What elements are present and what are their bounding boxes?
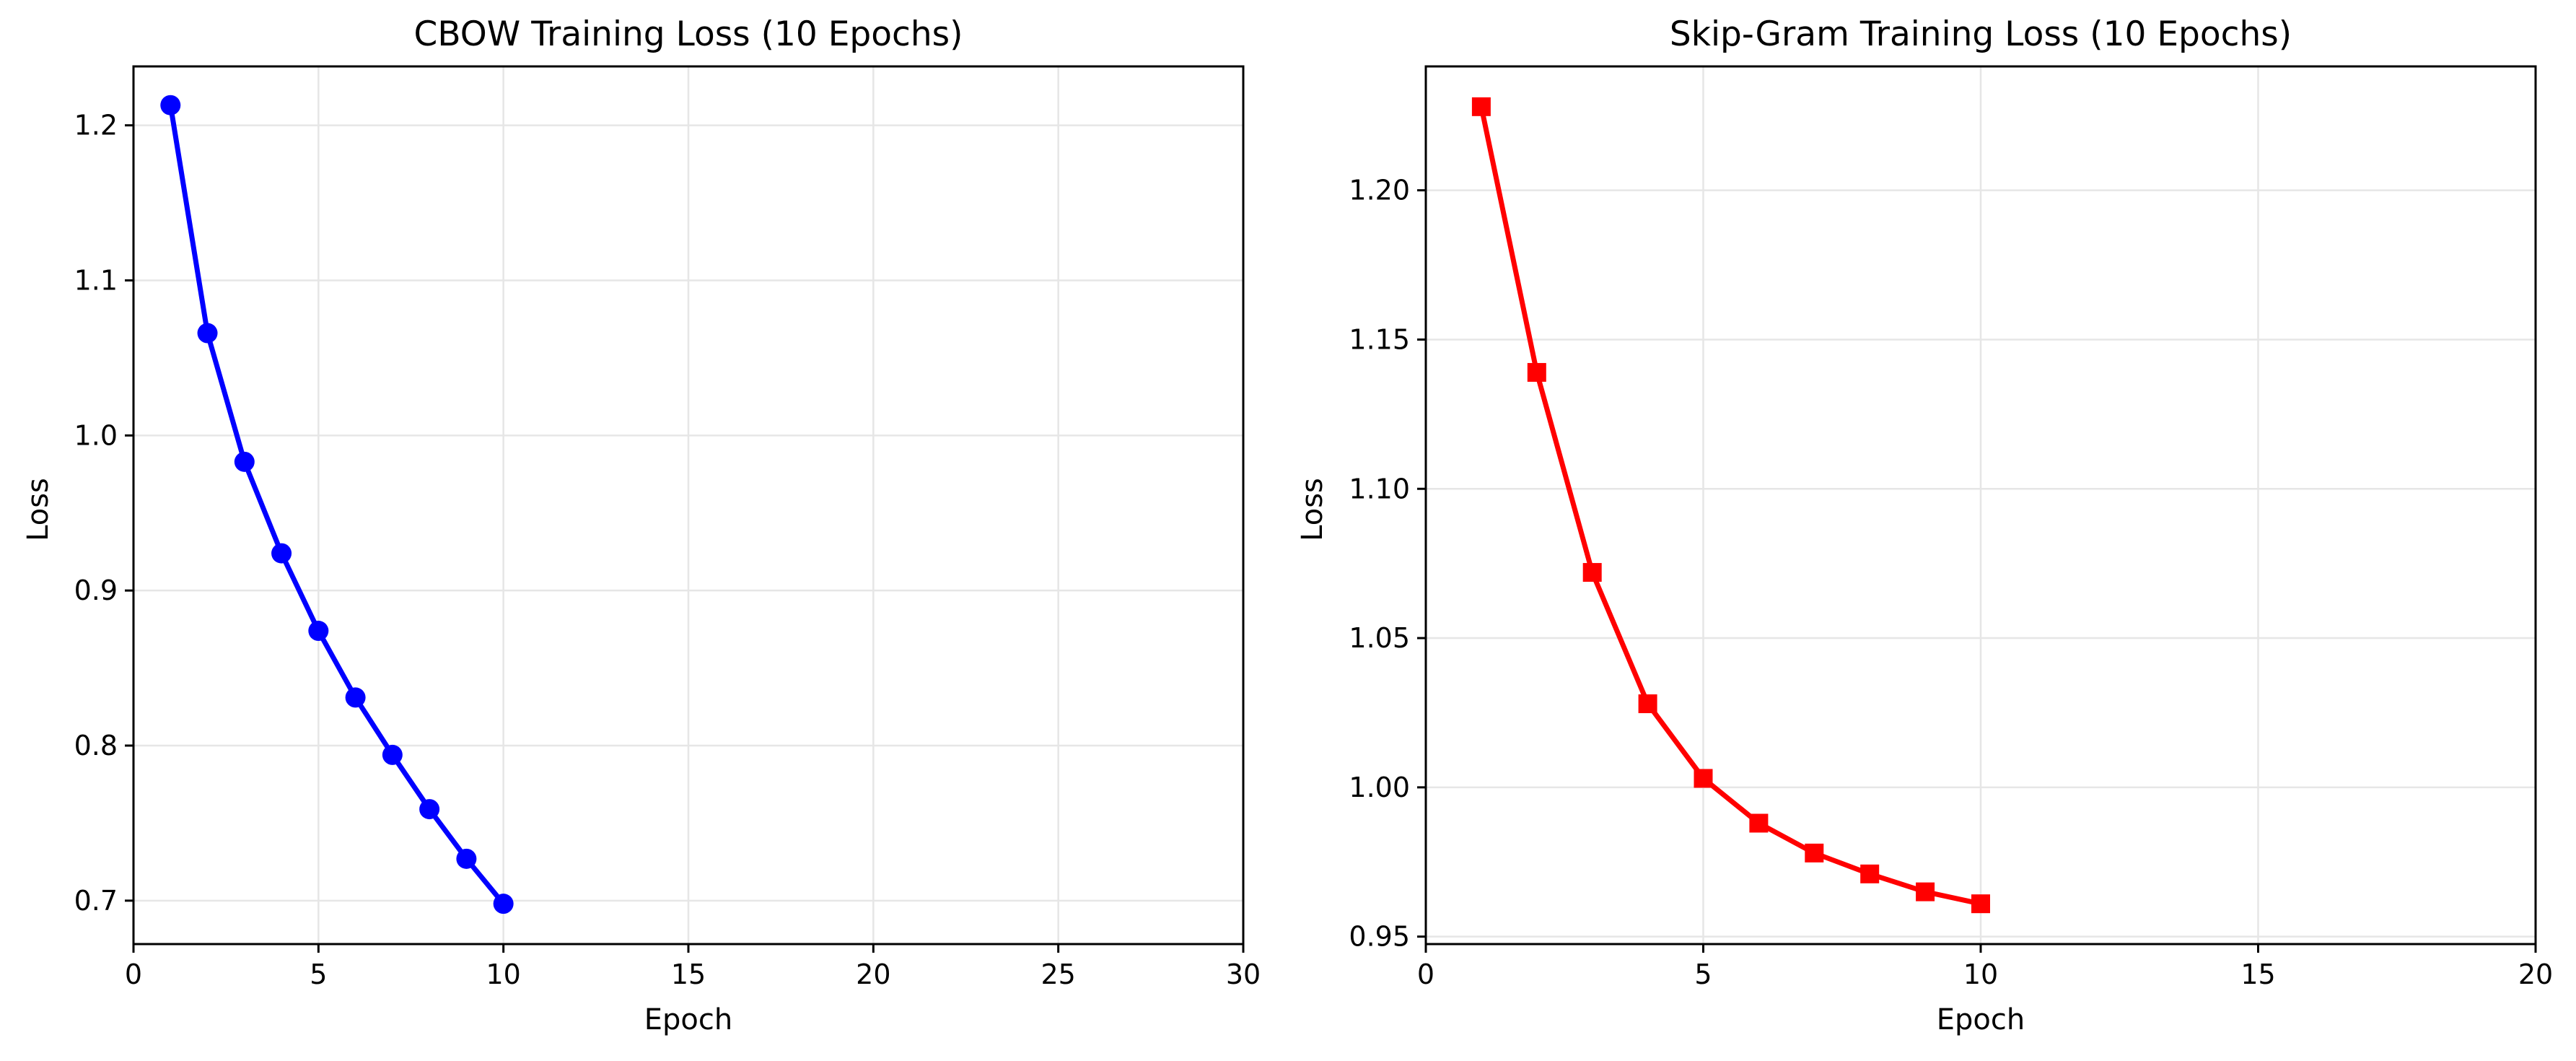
cbow-x-tick-label: 10 (486, 959, 520, 990)
skipgram-y-tick-label: 1.15 (1349, 323, 1410, 355)
cbow-data-point (271, 543, 292, 564)
skipgram-y-tick-label: 1.00 (1349, 772, 1410, 803)
skipgram-x-tick-label: 5 (1694, 959, 1712, 990)
skipgram-data-point (1749, 813, 1769, 833)
cbow-data-point (419, 799, 440, 820)
skipgram-y-tick-label: 1.20 (1349, 175, 1410, 206)
skipgram-data-point (1805, 843, 1824, 863)
skipgram-y-tick-label: 0.95 (1349, 921, 1410, 953)
skipgram-x-axis-label: Epoch (1937, 1003, 2025, 1036)
skipgram-data-point (1471, 97, 1491, 116)
skipgram-grid (1424, 66, 2537, 944)
cbow-data-point (308, 621, 329, 642)
skipgram-series (1471, 97, 1990, 914)
cbow-loss-panel: CBOW Training Loss (10 Epochs) Epoch Los… (22, 14, 1261, 1036)
skipgram-x-ticks: 0 5 10 15 20 (1417, 944, 2553, 990)
skipgram-x-tick-label: 20 (2518, 959, 2553, 990)
skipgram-x-tick-label: 0 (1417, 959, 1434, 990)
cbow-y-ticks: 0.7 0.8 0.9 1.0 1.1 1.2 (74, 110, 133, 917)
skipgram-data-point (1638, 694, 1657, 714)
skipgram-data-point (1916, 882, 1935, 901)
cbow-y-tick-label: 1.1 (74, 264, 118, 296)
cbow-x-tick-label: 30 (1226, 959, 1261, 990)
cbow-y-tick-label: 0.8 (74, 730, 118, 761)
skipgram-y-tick-label: 1.10 (1349, 473, 1410, 505)
cbow-data-point (382, 744, 403, 765)
skipgram-y-ticks: 0.95 1.00 1.05 1.10 1.15 1.20 (1349, 175, 1426, 953)
cbow-data-point (456, 848, 477, 869)
cbow-series (160, 95, 514, 914)
cbow-x-tick-label: 5 (310, 959, 327, 990)
cbow-y-tick-label: 0.7 (74, 885, 118, 917)
cbow-x-tick-label: 20 (856, 959, 890, 990)
skipgram-data-point (1860, 864, 1880, 883)
cbow-data-point (345, 687, 366, 708)
cbow-data-point (160, 95, 181, 115)
skipgram-y-axis-label: Loss (1296, 478, 1329, 541)
cbow-y-tick-label: 1.2 (74, 110, 118, 141)
cbow-data-point (234, 451, 255, 472)
cbow-grid (132, 66, 1245, 944)
skipgram-loss-panel: Skip-Gram Training Loss (10 Epochs) Epoc… (1296, 14, 2553, 1036)
cbow-x-axis-label: Epoch (644, 1003, 732, 1036)
skipgram-data-point (1582, 563, 1602, 582)
cbow-x-tick-label: 25 (1041, 959, 1075, 990)
skipgram-data-point (1694, 769, 1713, 788)
cbow-plot-frame (132, 65, 1245, 946)
skipgram-plot-frame (1424, 65, 2537, 946)
skipgram-x-tick-label: 15 (2240, 959, 2275, 990)
skipgram-x-tick-label: 10 (1963, 959, 1998, 990)
cbow-data-point (493, 894, 514, 914)
skipgram-series-line (1478, 104, 1984, 907)
cbow-y-tick-label: 1.0 (74, 419, 118, 451)
cbow-data-point (197, 323, 218, 344)
cbow-chart-title: CBOW Training Loss (10 Epochs) (414, 14, 963, 54)
cbow-y-axis-label: Loss (22, 478, 55, 541)
skipgram-y-tick-label: 1.05 (1349, 622, 1410, 654)
cbow-x-ticks: 0 5 10 15 20 25 30 (125, 944, 1261, 990)
skipgram-data-point (1527, 362, 1546, 382)
cbow-y-tick-label: 0.9 (74, 575, 118, 606)
skipgram-data-point (1971, 894, 1990, 914)
skipgram-chart-title: Skip-Gram Training Loss (10 Epochs) (1670, 14, 2292, 54)
cbow-series-line (167, 102, 507, 907)
cbow-x-tick-label: 0 (125, 959, 142, 990)
cbow-x-tick-label: 15 (671, 959, 706, 990)
